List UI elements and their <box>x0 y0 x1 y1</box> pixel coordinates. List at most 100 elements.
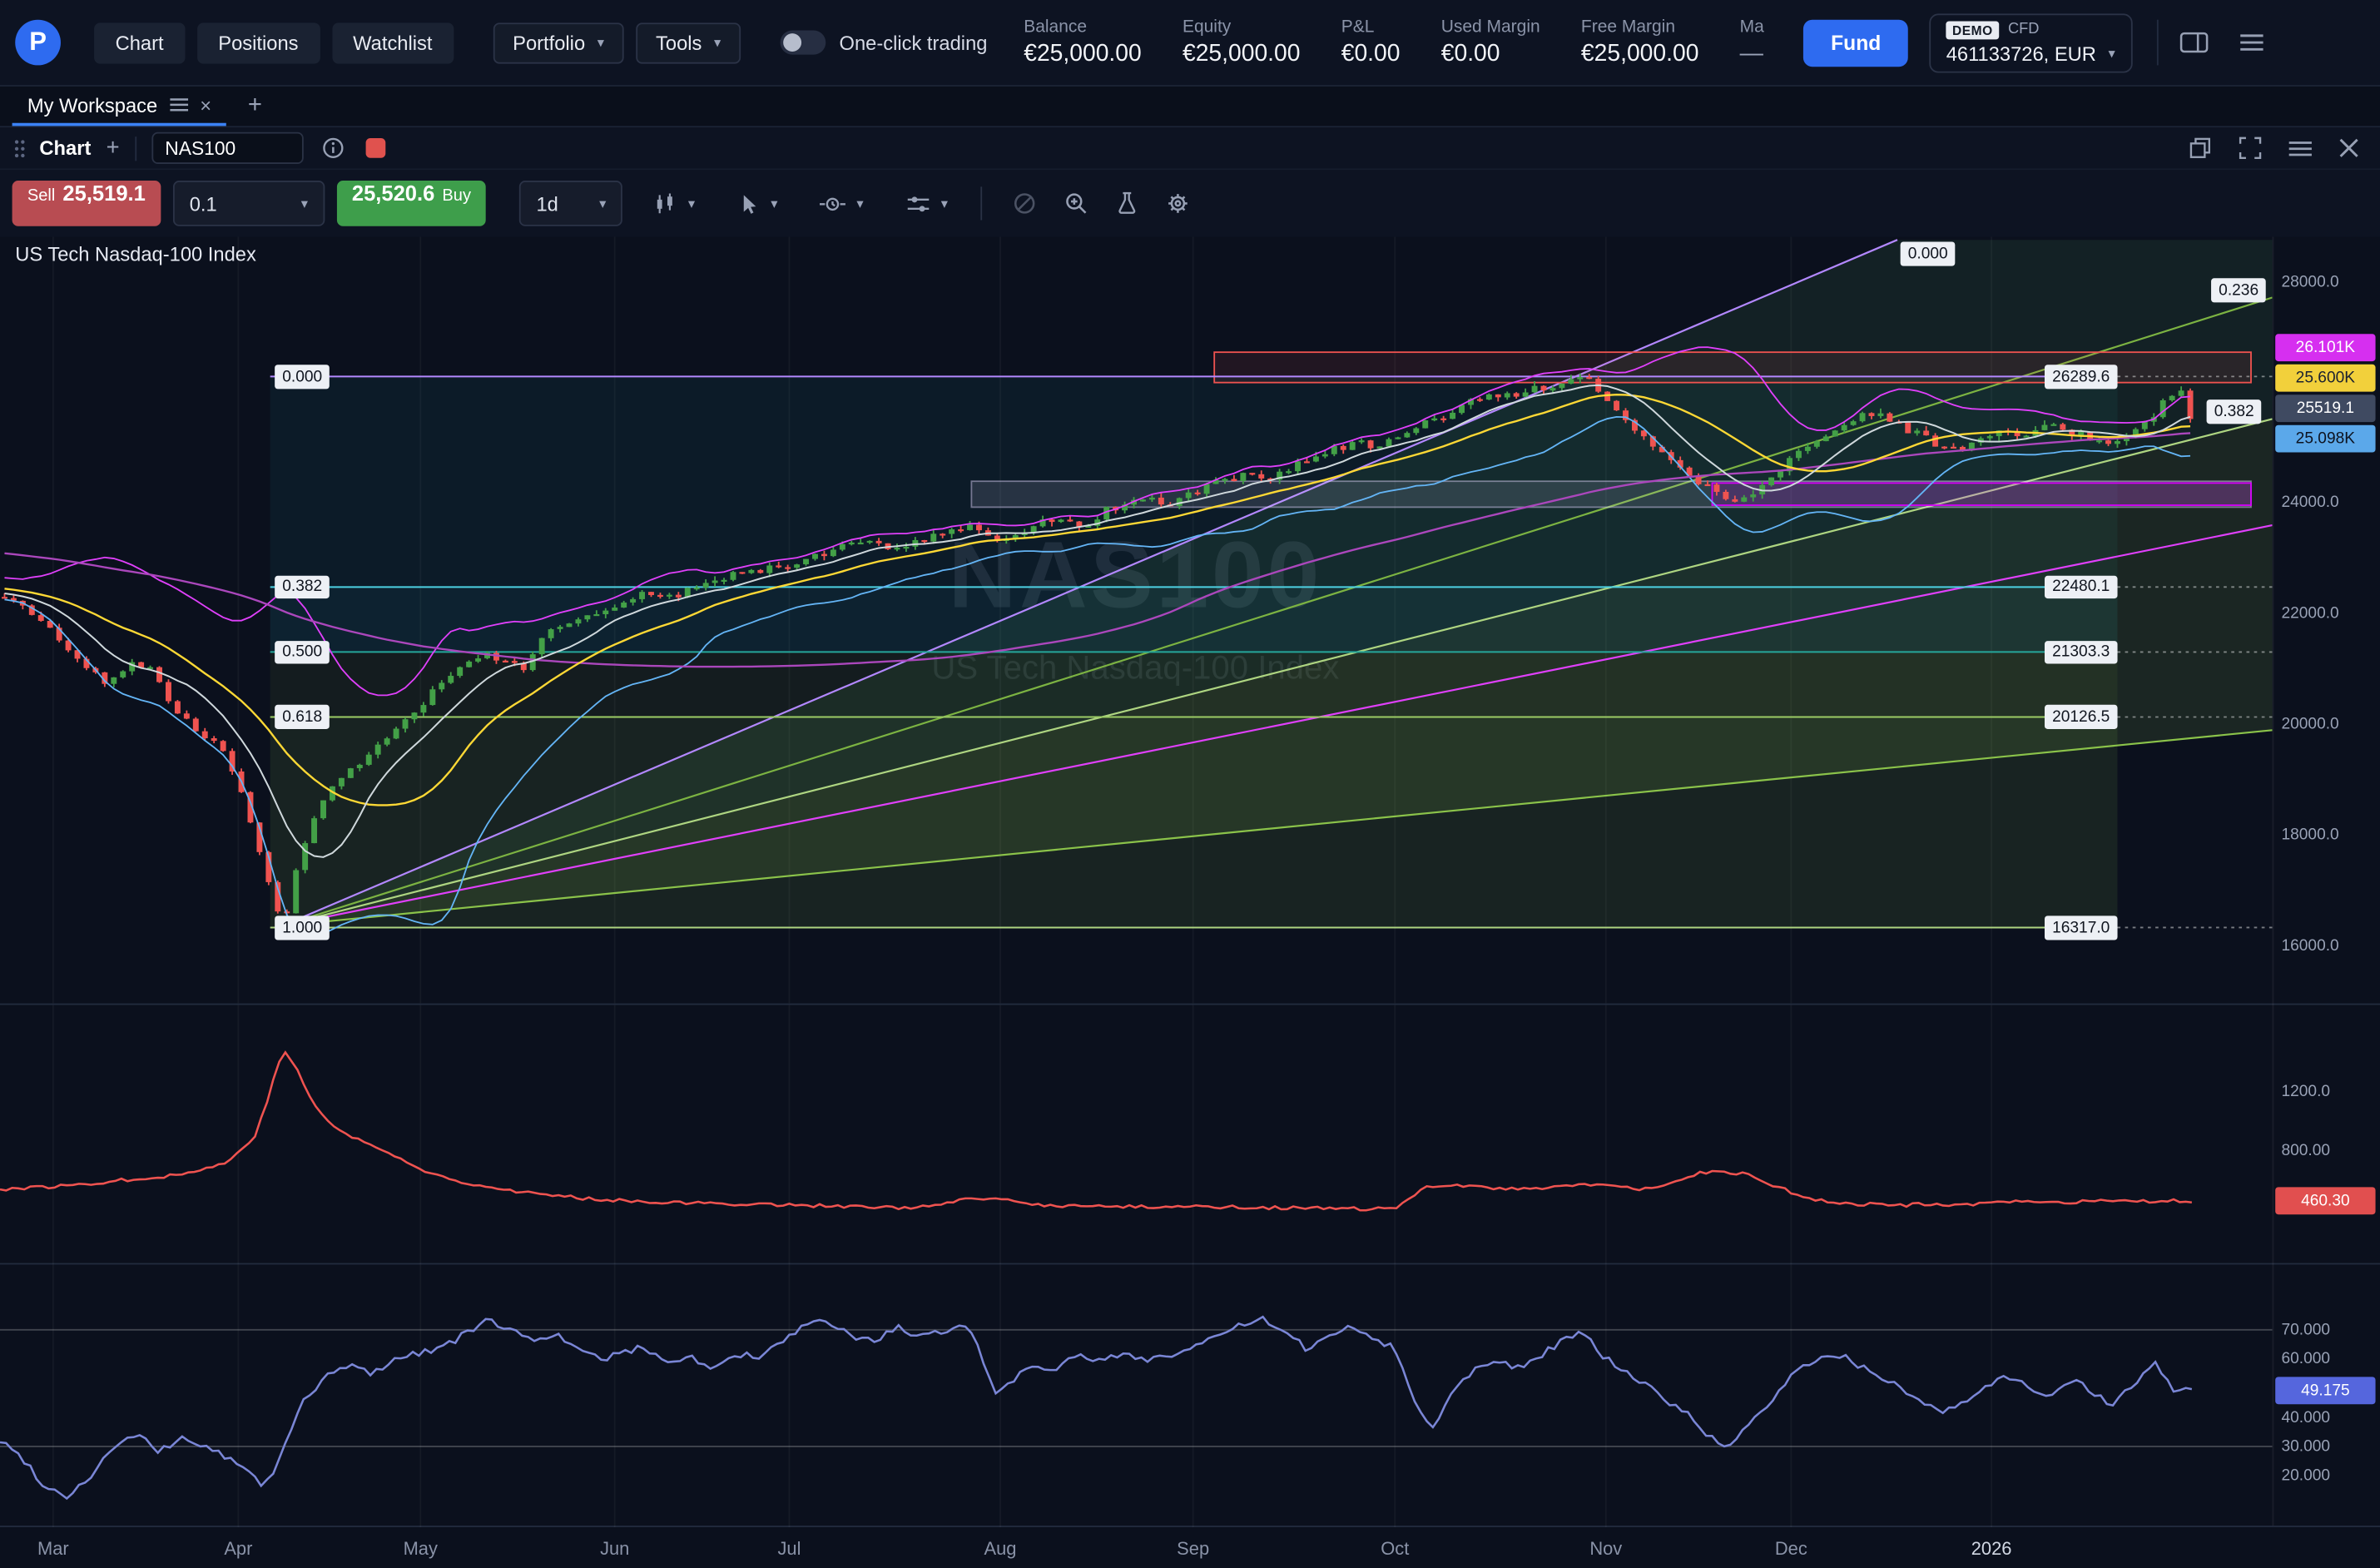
nav-chart[interactable]: Chart <box>94 22 186 63</box>
demo-badge: DEMO <box>1946 20 2000 39</box>
workspace-menu-icon[interactable] <box>169 97 188 112</box>
timeframe-selector[interactable]: 1d ▾ <box>519 181 623 226</box>
layout-panels-icon[interactable] <box>2176 27 2211 57</box>
instrument-color-swatch[interactable] <box>365 137 385 158</box>
workspace-tab[interactable]: My Workspace × <box>12 87 227 127</box>
zoom-in-icon[interactable] <box>1055 186 1098 222</box>
nav-watchlist[interactable]: Watchlist <box>331 22 454 63</box>
drag-handle-icon[interactable] <box>12 137 27 159</box>
fib-ratio-chip[interactable]: 0.618 <box>275 705 330 729</box>
fib-ratio-chip[interactable]: 0.500 <box>275 640 330 664</box>
indicator-badge: 460.30 <box>2275 1187 2376 1215</box>
tools-label: Tools <box>656 31 702 54</box>
backtest-flask-icon[interactable] <box>1107 186 1148 222</box>
fib-value-chip[interactable]: 20126.5 <box>2044 705 2118 729</box>
fib-ratio-chip[interactable]: 0.382 <box>275 575 330 599</box>
indicator-pane-atr[interactable]: 1200.0 800.00 460.30 <box>0 1003 2380 1265</box>
price-badge: 25519.1 <box>2275 394 2376 423</box>
stat-label: Ma <box>1739 17 1764 36</box>
indicator-axis-tick: 800.00 <box>2281 1141 2331 1160</box>
fib-value-chip[interactable]: 22480.1 <box>2044 575 2118 599</box>
one-click-trading: One-click trading <box>780 30 987 55</box>
fib-ratio-chip[interactable]: 1.000 <box>275 915 330 940</box>
fan-ratio-chip[interactable]: 0.236 <box>2211 278 2267 302</box>
fan-ratio-chip[interactable]: 0.000 <box>1900 241 1956 265</box>
main-chart-svg[interactable] <box>0 236 2273 1004</box>
sell-price: 25,519.1 <box>62 181 146 206</box>
time-axis-label: May <box>403 1537 438 1560</box>
stat-value: €0.00 <box>1341 40 1401 67</box>
close-icon[interactable]: × <box>200 93 212 117</box>
indicator-badge: 49.175 <box>2275 1377 2376 1405</box>
chart-menu-icon[interactable] <box>2286 136 2315 160</box>
menu-icon[interactable] <box>2235 29 2267 57</box>
chart-panel-title: Chart <box>39 136 92 160</box>
indicator-axis-tick: 70.000 <box>2281 1320 2331 1339</box>
chart-type-dropdown[interactable]: ▾ <box>641 181 707 226</box>
rsiPane-svg[interactable] <box>0 1264 2273 1527</box>
main-price-pane[interactable]: NAS100 US Tech Nasdaq-100 Index US Tech … <box>0 236 2380 1004</box>
instrument-title: US Tech Nasdaq-100 Index <box>15 242 256 266</box>
stat-value: €25,000.00 <box>1024 40 1142 67</box>
price-axis-tick: 24000.0 <box>2281 494 2339 513</box>
fan-ratio-chip[interactable]: 0.382 <box>2206 399 2262 424</box>
fib-value-chip[interactable]: 21303.3 <box>2044 640 2118 664</box>
portfolio-dropdown[interactable]: Portfolio ▾ <box>493 22 624 63</box>
fund-button[interactable]: Fund <box>1803 18 1909 67</box>
time-axis[interactable]: Mar Apr May Jun Jul Aug Sep Oct Nov Dec 2026 <box>0 1526 2380 1568</box>
add-workspace-button[interactable]: + <box>248 87 262 126</box>
divider <box>981 186 983 221</box>
app-logo[interactable]: P <box>15 19 61 66</box>
chevron-down-icon: ▾ <box>599 195 607 211</box>
dashed-line-clock-icon <box>820 196 846 211</box>
time-axis-label: Jul <box>777 1537 801 1560</box>
chevron-down-icon: ▾ <box>713 34 721 50</box>
account-selector[interactable]: DEMO CFD 461133726, EUR ▾ <box>1929 12 2132 72</box>
stat-label: Equity <box>1182 17 1232 36</box>
indicator-pane-rsi[interactable]: 70.000 60.000 40.000 30.000 20.000 49.175 <box>0 1263 2380 1527</box>
cursor-tool-dropdown[interactable]: ▾ <box>726 181 791 226</box>
candlestick-icon <box>657 192 673 213</box>
restore-window-icon[interactable] <box>2186 134 2215 163</box>
candlestick-series <box>2 373 2194 915</box>
price-axis-tick: 20000.0 <box>2281 714 2339 733</box>
drawing-disabled-icon[interactable] <box>1004 186 1046 222</box>
chevron-down-icon: ▾ <box>597 34 605 50</box>
time-axis-label: Aug <box>984 1537 1017 1560</box>
info-icon[interactable] <box>319 134 348 163</box>
fib-ratio-chip[interactable]: 0.000 <box>275 365 330 389</box>
fullscreen-icon[interactable] <box>2236 134 2265 163</box>
cursor-icon <box>743 194 756 213</box>
settings-gear-icon[interactable] <box>1158 186 1200 222</box>
time-axis-label: Apr <box>224 1537 253 1560</box>
time-axis-label: 2026 <box>1971 1537 2012 1560</box>
sell-word: Sell <box>27 186 56 206</box>
close-chart-icon[interactable] <box>2336 135 2362 161</box>
stat-equity: Equity €25,000.00 <box>1183 17 1301 67</box>
stat-pnl: P&L €0.00 <box>1341 17 1401 67</box>
quantity-selector[interactable]: 0.1 ▾ <box>172 181 325 226</box>
symbol-input[interactable] <box>151 131 304 164</box>
stat-label: P&L <box>1341 17 1375 36</box>
tools-dropdown[interactable]: Tools ▾ <box>636 22 741 63</box>
nav-positions[interactable]: Positions <box>196 22 320 63</box>
fib-value-chip[interactable]: 26289.6 <box>2044 365 2118 389</box>
line-style-dropdown[interactable]: ▾ <box>808 181 875 226</box>
indicators-dropdown[interactable]: ▾ <box>894 181 959 226</box>
chevron-down-icon: ▾ <box>300 195 308 211</box>
portfolio-label: Portfolio <box>513 31 586 54</box>
indicator-axis-tick: 30.000 <box>2281 1437 2331 1456</box>
fib-value-chip[interactable]: 16317.0 <box>2044 915 2118 940</box>
buy-button[interactable]: 25,520.6 Buy <box>336 181 487 226</box>
chevron-down-icon: ▾ <box>940 195 948 211</box>
stat-label: Used Margin <box>1440 17 1540 36</box>
chart-window-controls <box>2186 134 2368 163</box>
atrPane-svg[interactable] <box>0 1005 2273 1265</box>
sell-button[interactable]: Sell 25,519.1 <box>12 181 161 226</box>
price-axis-tick: 28000.0 <box>2281 272 2339 291</box>
add-chart-button[interactable]: + <box>106 135 120 161</box>
account-id: 461133726, EUR <box>1946 42 2096 65</box>
time-axis-label: Mar <box>37 1537 69 1560</box>
one-click-trading-toggle[interactable] <box>780 30 826 55</box>
price-axis-tick: 16000.0 <box>2281 935 2339 955</box>
